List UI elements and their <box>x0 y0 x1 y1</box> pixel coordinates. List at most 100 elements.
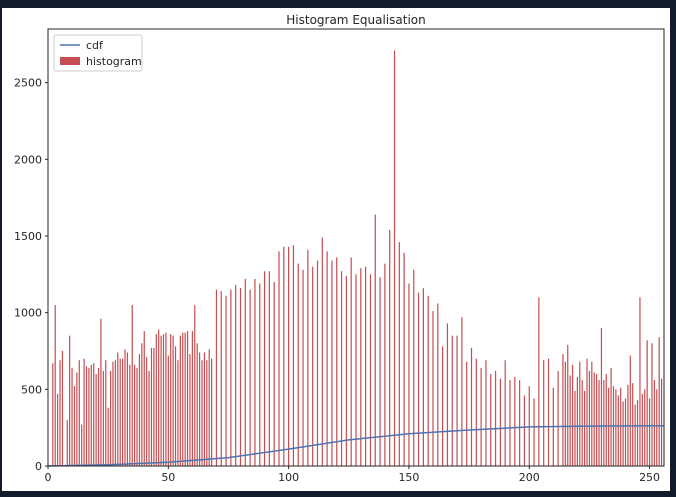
histogram-bar <box>586 358 588 466</box>
histogram-bar <box>365 266 367 466</box>
histogram-bar <box>146 357 148 466</box>
histogram-bar <box>384 263 386 466</box>
histogram-bar <box>499 378 501 466</box>
histogram-bar <box>307 249 309 466</box>
histogram-bar <box>189 354 191 466</box>
histogram-bar <box>432 311 434 466</box>
histogram-bar <box>160 335 162 466</box>
legend-histogram-swatch <box>60 57 80 65</box>
histogram-bar <box>191 331 193 466</box>
histogram-bar <box>437 303 439 466</box>
x-tick-label: 100 <box>278 471 299 484</box>
histogram-bar <box>97 367 100 466</box>
histogram-bar <box>398 242 400 466</box>
histogram-bar <box>126 352 129 466</box>
histogram-bar <box>254 278 256 466</box>
histogram-bar <box>235 285 237 466</box>
histogram-bar <box>283 246 285 466</box>
histogram-bar <box>85 366 88 466</box>
x-tick-label: 150 <box>398 471 419 484</box>
histogram-bar <box>112 361 114 466</box>
histogram-bar <box>360 268 362 466</box>
histogram-bar <box>105 360 107 466</box>
histogram-bar <box>119 358 121 466</box>
histogram-bar <box>182 332 184 466</box>
y-tick-label: 2500 <box>14 77 42 90</box>
histogram-bar <box>172 335 174 466</box>
histogram-bar <box>186 331 189 466</box>
histogram-bar <box>427 295 429 466</box>
histogram-bar <box>651 343 653 466</box>
histogram-bar <box>571 364 574 466</box>
histogram-bar <box>215 289 218 466</box>
histogram-bar <box>567 344 569 466</box>
histogram-bar <box>345 275 347 466</box>
histogram-bar <box>179 335 181 466</box>
histogram-bars <box>52 50 663 466</box>
histogram-bar <box>158 329 160 466</box>
histogram-bar <box>461 317 463 466</box>
chart-title: Histogram Equalisation <box>286 13 425 27</box>
plot-border <box>47 28 665 467</box>
y-tick-label: 500 <box>21 383 42 396</box>
histogram-bar <box>321 237 323 466</box>
histogram-bar <box>78 360 80 466</box>
histogram-bar <box>134 364 136 466</box>
histogram-bar <box>389 229 391 466</box>
histogram-bar <box>288 246 290 466</box>
histogram-bar <box>514 377 516 466</box>
histogram-bar <box>114 360 116 466</box>
histogram-bar <box>239 288 242 466</box>
histogram-bar <box>543 360 545 466</box>
histogram-bar <box>562 354 564 466</box>
histogram-bar <box>374 214 376 466</box>
x-tick-label: 50 <box>161 471 175 484</box>
histogram-bar <box>206 360 208 466</box>
histogram-bar <box>340 271 343 466</box>
histogram-bar <box>100 318 102 466</box>
histogram-bar <box>603 380 605 466</box>
histogram-bar <box>475 358 477 466</box>
histogram-bar <box>583 390 586 466</box>
histogram-bar <box>230 289 232 466</box>
histogram-bar <box>593 372 595 466</box>
histogram-bar <box>162 334 165 466</box>
histogram-bar <box>588 370 591 466</box>
histogram-bar <box>596 374 598 466</box>
histogram-bar <box>165 332 167 466</box>
histogram-bar <box>624 398 627 466</box>
histogram-bar <box>408 283 410 466</box>
histogram-bar <box>641 393 643 466</box>
histogram-bar <box>278 251 280 466</box>
histogram-bar <box>636 400 639 466</box>
histogram-bar <box>131 305 133 466</box>
histogram-bar <box>519 380 521 466</box>
histogram-bar <box>153 347 155 466</box>
x-tick-label: 0 <box>45 471 52 484</box>
histogram-bar <box>198 352 201 466</box>
histogram-bar <box>547 358 550 466</box>
histogram-bar <box>523 395 526 466</box>
histogram-chart: 0 50 100 150 200 250 0 500 1000 1500 2000 2500 His… <box>14 13 665 484</box>
histogram-bar <box>81 424 83 466</box>
histogram-bar <box>203 352 206 466</box>
histogram-bar <box>350 257 352 466</box>
histogram-bar <box>379 277 381 466</box>
histogram-bar <box>316 260 319 466</box>
x-tick-label: 250 <box>639 471 660 484</box>
histogram-bar <box>292 245 295 466</box>
histogram-bar <box>167 355 169 466</box>
histogram-bar <box>52 363 54 466</box>
histogram-bar <box>90 364 92 466</box>
histogram-bar <box>83 358 85 466</box>
histogram-bar <box>451 335 453 466</box>
histogram-bar <box>644 389 646 466</box>
histogram-bar <box>574 390 576 466</box>
histogram-bar <box>470 347 473 466</box>
histogram-bar <box>564 361 566 466</box>
histogram-bar <box>538 297 540 466</box>
histogram-bar <box>600 328 603 466</box>
histogram-bar <box>107 407 109 466</box>
histogram-bar <box>196 343 198 466</box>
histogram-bar <box>569 375 571 466</box>
